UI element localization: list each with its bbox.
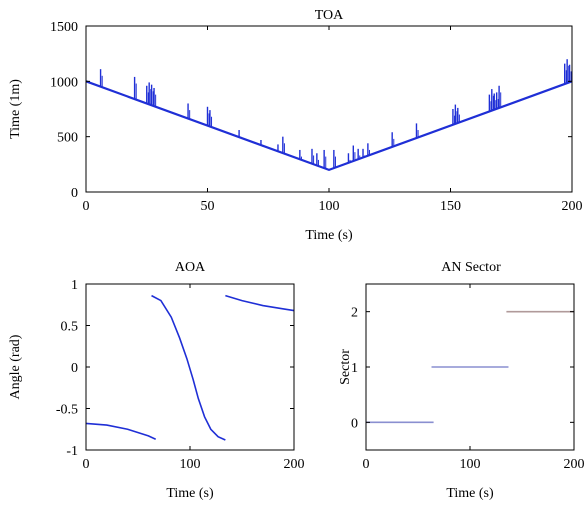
toa-xtick-label: 100 [319, 199, 340, 214]
sector-x-ticks: 0 100 200 [363, 284, 585, 472]
sector-ytick-label: 1 [351, 361, 358, 376]
aoa-ytick-label: -1 [66, 444, 78, 459]
toa-x-ticks: 0 50 100 150 200 [83, 26, 583, 214]
toa-trend-line [85, 80, 573, 172]
sector-xtick-label: 100 [460, 457, 481, 472]
aoa-ytick-label: 0.5 [61, 320, 79, 335]
sector-ytick-label: 2 [351, 306, 358, 321]
toa-ytick-label: 1000 [50, 75, 78, 90]
aoa-x-ticks: 0 100 200 [83, 284, 305, 472]
aoa-plot-area [85, 294, 295, 441]
sector-y-label: Sector [338, 349, 353, 385]
toa-ytick-label: 0 [71, 186, 78, 201]
aoa-ytick-label: 1 [71, 278, 78, 293]
toa-chart: TOA 0 50 100 150 200 0 500 1000 1500 Time (s) T… [8, 8, 583, 243]
aoa-chart: AOA 0 100 200 -1 -0.5 0 0.5 1 Time (s) Angle (… [8, 260, 305, 501]
toa-ytick-label: 500 [57, 131, 78, 146]
toa-xtick-label: 150 [440, 199, 461, 214]
toa-x-label: Time (s) [305, 228, 353, 243]
sector-y-ticks: 0 1 2 [351, 306, 574, 431]
toa-xtick-label: 200 [562, 199, 583, 214]
sector-title: AN Sector [441, 260, 501, 275]
aoa-ytick-label: -0.5 [56, 403, 78, 418]
aoa-y-ticks: -1 -0.5 0 0.5 1 [56, 278, 294, 459]
toa-ytick-label: 1500 [50, 20, 78, 35]
toa-y-label: Time (1m) [8, 79, 23, 139]
aoa-segment-2 [151, 294, 226, 441]
aoa-xtick-label: 0 [83, 457, 90, 472]
sector-chart: AN Sector 0 100 200 0 1 2 Time (s) Sector [338, 260, 585, 501]
aoa-y-label: Angle (rad) [8, 334, 23, 399]
aoa-xtick-label: 100 [180, 457, 201, 472]
aoa-xtick-label: 200 [284, 457, 305, 472]
sector-plot-area [366, 310, 574, 424]
toa-y-ticks: 0 500 1000 1500 [50, 20, 572, 201]
sector-x-label: Time (s) [446, 486, 494, 501]
sector-ytick-label: 0 [351, 416, 358, 431]
aoa-title: AOA [175, 260, 206, 275]
aoa-x-label: Time (s) [166, 486, 214, 501]
aoa-segment-1 [85, 422, 157, 440]
toa-xtick-label: 0 [83, 199, 90, 214]
toa-xtick-label: 50 [201, 199, 215, 214]
toa-plot-area [85, 59, 573, 172]
toa-title: TOA [315, 8, 344, 23]
sector-xtick-label: 200 [564, 457, 585, 472]
aoa-ytick-label: 0 [71, 361, 78, 376]
sector-xtick-label: 0 [363, 457, 370, 472]
aoa-segment-3 [225, 294, 295, 312]
